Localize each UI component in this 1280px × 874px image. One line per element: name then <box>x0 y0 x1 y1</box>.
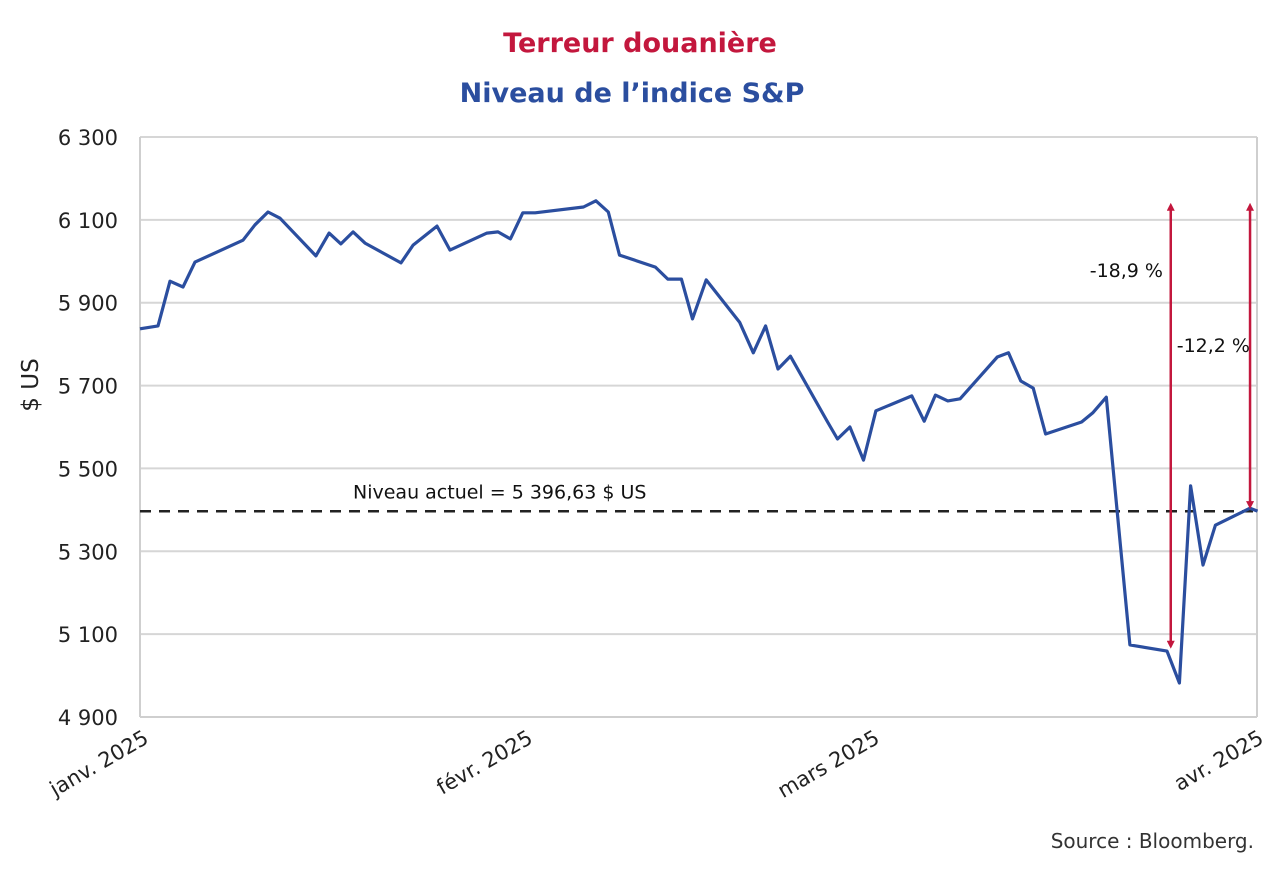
sp500-series-line <box>139 199 1259 685</box>
y-tick-label: 6 100 <box>58 209 118 233</box>
y-tick-label: 5 900 <box>58 292 118 316</box>
y-tick-label: 5 100 <box>58 623 118 647</box>
y-tick-label: 4 900 <box>58 706 118 730</box>
source-note: Source : Bloomberg. <box>1051 829 1254 853</box>
x-tick-label: févr. 2025 <box>433 726 537 800</box>
y-tick-label: 5 500 <box>58 457 118 481</box>
current-level-label: Niveau actuel = 5 396,63 $ US <box>353 481 646 503</box>
y-tick-label: 6 300 <box>58 126 118 150</box>
y-axis-label: $ US <box>18 358 44 411</box>
drawdown-label: -12,2 % <box>1177 335 1250 357</box>
x-tick-label: mars 2025 <box>774 726 884 803</box>
y-tick-label: 5 700 <box>58 375 118 399</box>
drawdown-label: -18,9 % <box>1090 260 1163 282</box>
x-tick-label: avr. 2025 <box>1170 726 1268 796</box>
chart-title: Terreur douanière <box>503 28 777 59</box>
x-tick-label: janv. 2025 <box>45 726 153 802</box>
chart-subtitle: Niveau de l’indice S&P <box>460 78 805 109</box>
y-tick-label: 5 300 <box>58 540 118 564</box>
